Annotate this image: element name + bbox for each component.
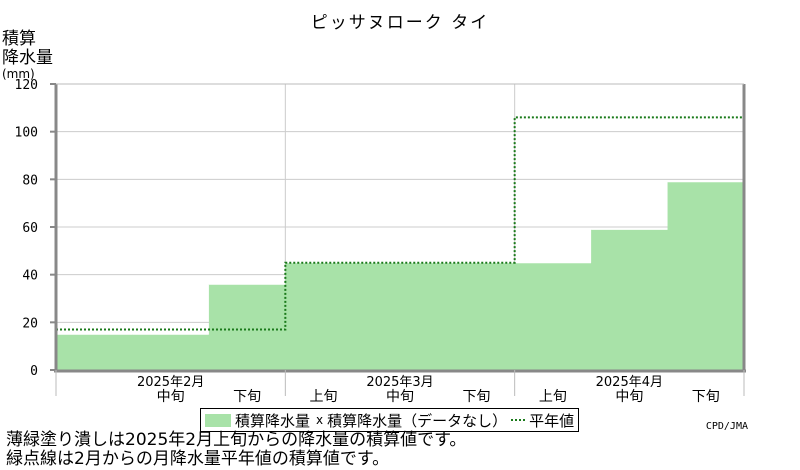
normal-line bbox=[56, 116, 744, 331]
y-tick-label-4: 80 bbox=[22, 173, 38, 188]
note-fill: 薄緑塗り潰しは2025年2月上旬からの降水量の積算値です。 bbox=[6, 430, 467, 450]
dekad-label-1: 中旬 bbox=[157, 389, 185, 405]
precipitation-chart: 020406080100120 2025年2月 2025年3月 2025年4月中旬下… bbox=[15, 78, 746, 405]
note-dotted: 緑点線は2月からの月降水量平年値の積算値です。 bbox=[6, 449, 390, 469]
y-tick-labels: 0 20 40 60 80 100 120 bbox=[15, 78, 38, 379]
y-axis-label: 積算 降水量 (mm) bbox=[2, 29, 53, 81]
axes bbox=[50, 83, 746, 396]
bar-3月中旬 bbox=[361, 262, 439, 370]
bar-3月上旬 bbox=[285, 262, 363, 370]
y-axis-unit: (mm) bbox=[2, 67, 35, 81]
month-label-0: 2025年2月 bbox=[137, 375, 204, 390]
legend-swatch-actual bbox=[205, 413, 231, 427]
y-axis-label-line2: 降水量 bbox=[2, 48, 53, 68]
y-tick-label-2: 40 bbox=[22, 269, 38, 284]
y-tick-label-6: 120 bbox=[15, 78, 38, 93]
bar-4月下旬 bbox=[667, 181, 745, 370]
bar-2月上旬 bbox=[56, 334, 133, 370]
chart-title: ピッサヌローク タイ bbox=[310, 13, 490, 33]
legend-label-normal: 平年値 bbox=[529, 411, 575, 430]
dekad-label-5: 下旬 bbox=[462, 389, 490, 405]
normal-step-line bbox=[56, 116, 744, 331]
y-tick-label-0: 0 bbox=[30, 364, 38, 379]
bar-4月上旬 bbox=[514, 262, 592, 370]
bar-3月下旬 bbox=[438, 262, 516, 370]
dekad-label-8: 下旬 bbox=[692, 389, 720, 405]
bar-4月中旬 bbox=[591, 229, 669, 370]
y-tick-label-3: 60 bbox=[22, 221, 38, 236]
dekad-label-3: 上旬 bbox=[310, 389, 338, 405]
dekad-label-4: 中旬 bbox=[386, 389, 414, 405]
actual-area bbox=[56, 181, 745, 370]
month-label-1: 2025年3月 bbox=[366, 375, 433, 390]
legend-label-actual: 積算降水量 bbox=[235, 411, 311, 430]
y-tick-label-5: 100 bbox=[15, 126, 38, 141]
y-tick-label-1: 20 bbox=[22, 316, 38, 331]
bar-2月中旬 bbox=[132, 334, 210, 370]
legend-nodata-mark: x bbox=[316, 413, 324, 427]
legend-label-nodata: 積算降水量（データなし） bbox=[327, 411, 508, 430]
dekad-label-6: 上旬 bbox=[539, 389, 567, 405]
y-axis-label-line1: 積算 bbox=[2, 29, 36, 49]
bar-2月下旬 bbox=[208, 284, 286, 370]
dekad-label-2: 下旬 bbox=[233, 389, 261, 405]
credit: CPD/JMA bbox=[705, 421, 748, 432]
legend-swatch-normal bbox=[511, 419, 526, 421]
dekad-label-7: 中旬 bbox=[615, 389, 643, 405]
month-label-2: 2025年4月 bbox=[596, 375, 663, 390]
legend: 積算降水量 x 積算降水量（データなし） 平年値 bbox=[200, 408, 580, 432]
